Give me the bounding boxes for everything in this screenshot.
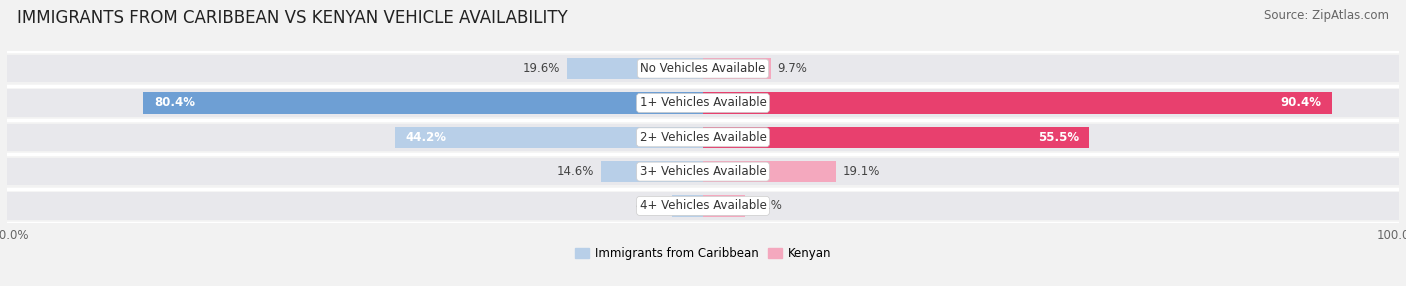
Text: No Vehicles Available: No Vehicles Available <box>640 62 766 75</box>
Bar <box>672 195 703 217</box>
Text: 6.1%: 6.1% <box>752 199 782 212</box>
Bar <box>7 89 1399 117</box>
Bar <box>567 58 703 79</box>
Bar <box>395 127 703 148</box>
Text: 1+ Vehicles Available: 1+ Vehicles Available <box>640 96 766 110</box>
Bar <box>602 161 703 182</box>
Legend: Immigrants from Caribbean, Kenyan: Immigrants from Caribbean, Kenyan <box>569 243 837 265</box>
Bar <box>7 158 1399 185</box>
Text: 2+ Vehicles Available: 2+ Vehicles Available <box>640 131 766 144</box>
Bar <box>703 58 770 79</box>
Text: 19.1%: 19.1% <box>842 165 880 178</box>
Bar <box>703 92 1331 114</box>
Bar <box>7 192 1399 220</box>
Text: 9.7%: 9.7% <box>778 62 807 75</box>
Bar <box>7 124 1399 151</box>
Text: 14.6%: 14.6% <box>557 165 595 178</box>
Bar <box>703 161 837 182</box>
Text: 80.4%: 80.4% <box>153 96 195 110</box>
Bar <box>7 55 1399 82</box>
Bar <box>703 127 1090 148</box>
Text: 90.4%: 90.4% <box>1281 96 1322 110</box>
Text: 4+ Vehicles Available: 4+ Vehicles Available <box>640 199 766 212</box>
Text: 3+ Vehicles Available: 3+ Vehicles Available <box>640 165 766 178</box>
Bar <box>703 195 745 217</box>
Text: 44.2%: 44.2% <box>406 131 447 144</box>
Text: IMMIGRANTS FROM CARIBBEAN VS KENYAN VEHICLE AVAILABILITY: IMMIGRANTS FROM CARIBBEAN VS KENYAN VEHI… <box>17 9 568 27</box>
Text: 55.5%: 55.5% <box>1038 131 1078 144</box>
Bar <box>143 92 703 114</box>
Text: Source: ZipAtlas.com: Source: ZipAtlas.com <box>1264 9 1389 21</box>
Text: 19.6%: 19.6% <box>522 62 560 75</box>
Text: 4.4%: 4.4% <box>636 199 665 212</box>
